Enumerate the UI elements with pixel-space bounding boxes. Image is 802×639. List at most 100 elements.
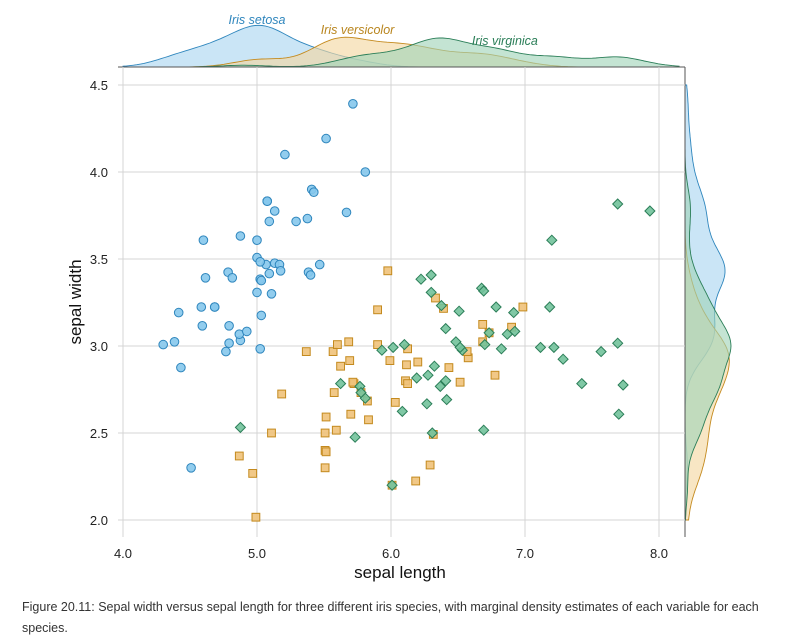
data-point (227, 273, 238, 283)
data-point (321, 412, 331, 422)
data-point (507, 306, 520, 319)
data-point (344, 337, 354, 347)
data-point (234, 421, 247, 434)
data-point (173, 307, 184, 318)
data-point (421, 398, 433, 410)
data-point (256, 275, 267, 286)
data-point (255, 344, 266, 354)
data-point (644, 205, 656, 217)
data-point (453, 305, 465, 317)
data-point (321, 447, 331, 457)
data-point (422, 369, 434, 381)
data-point (251, 512, 261, 522)
data-point (280, 149, 290, 160)
data-point (234, 451, 244, 461)
data-point (426, 427, 439, 439)
figure-caption: Figure 20.11: Sepal width versus sepal l… (22, 600, 759, 635)
data-point (348, 99, 358, 109)
data-point (334, 377, 347, 390)
data-point (483, 327, 495, 339)
data-point (576, 377, 588, 390)
data-point (425, 286, 437, 299)
data-point (425, 269, 437, 281)
species-label: Iris setosa (229, 13, 286, 27)
data-point (197, 321, 208, 331)
data-point (248, 469, 258, 478)
data-point (349, 431, 361, 443)
x-tick-label: 6.0 (382, 546, 400, 561)
data-point (373, 305, 383, 315)
data-point (262, 196, 273, 206)
data-point (413, 357, 423, 367)
data-point (364, 415, 373, 425)
data-point (186, 463, 196, 473)
data-point (444, 363, 454, 373)
data-point (534, 341, 547, 354)
data-point (490, 370, 500, 380)
data-point (479, 338, 491, 351)
data-point (275, 266, 286, 276)
data-point (440, 393, 453, 406)
data-point (439, 375, 452, 387)
data-point (360, 167, 371, 177)
data-point (305, 270, 316, 280)
y-tick-label: 4.0 (90, 165, 108, 180)
data-point (548, 341, 560, 354)
data-point (546, 234, 558, 246)
data-point (252, 235, 262, 245)
data-point (617, 379, 629, 391)
data-point (415, 273, 427, 285)
top-marginal-density: Iris setosa Iris versicolor Iris virginica (118, 13, 685, 68)
x-axis-label: sepal length (354, 563, 446, 582)
data-point (269, 206, 280, 216)
data-point (435, 299, 448, 312)
data-point (613, 408, 625, 420)
data-point (383, 266, 393, 276)
x-tick-label: 7.0 (516, 546, 534, 561)
data-point (264, 268, 275, 279)
data-point (235, 231, 246, 241)
data-point (478, 320, 488, 329)
data-point (309, 187, 319, 197)
data-point (252, 287, 262, 298)
grid-lines (118, 67, 685, 537)
species-label: Iris versicolor (321, 23, 395, 37)
data-point (341, 207, 352, 218)
data-point (373, 340, 383, 350)
data-point (411, 476, 421, 486)
data-point (277, 389, 287, 399)
data-point (454, 341, 466, 354)
data-point (396, 405, 409, 418)
data-point (386, 479, 398, 491)
data-point (385, 356, 395, 366)
data-point (398, 338, 411, 351)
data-point (169, 337, 180, 347)
data-point (242, 326, 252, 337)
x-tick-label: 8.0 (650, 546, 668, 561)
data-point (376, 344, 388, 356)
data-point (611, 337, 624, 349)
data-point (345, 356, 355, 366)
data-point (321, 133, 331, 144)
data-point (198, 235, 209, 245)
data-point (543, 301, 556, 313)
data-point (320, 428, 330, 438)
data-point (320, 463, 330, 473)
data-point (355, 386, 367, 399)
data-point (495, 343, 508, 355)
data-point (428, 360, 441, 372)
y-tick-label: 3.5 (90, 252, 108, 267)
data-point (477, 424, 490, 436)
data-point (224, 321, 234, 331)
data-point (557, 353, 569, 365)
tick-labels: 4.0 5.0 6.0 7.0 8.0 2.0 2.5 3.0 3.5 4.0 4.5 (90, 78, 668, 561)
data-point (431, 293, 440, 303)
data-point (425, 460, 435, 470)
y-tick-label: 3.0 (90, 339, 108, 354)
data-points (158, 99, 656, 522)
data-point (329, 388, 339, 398)
data-point (477, 285, 490, 297)
data-point (224, 338, 234, 349)
data-point (518, 302, 528, 312)
data-point (403, 379, 413, 389)
